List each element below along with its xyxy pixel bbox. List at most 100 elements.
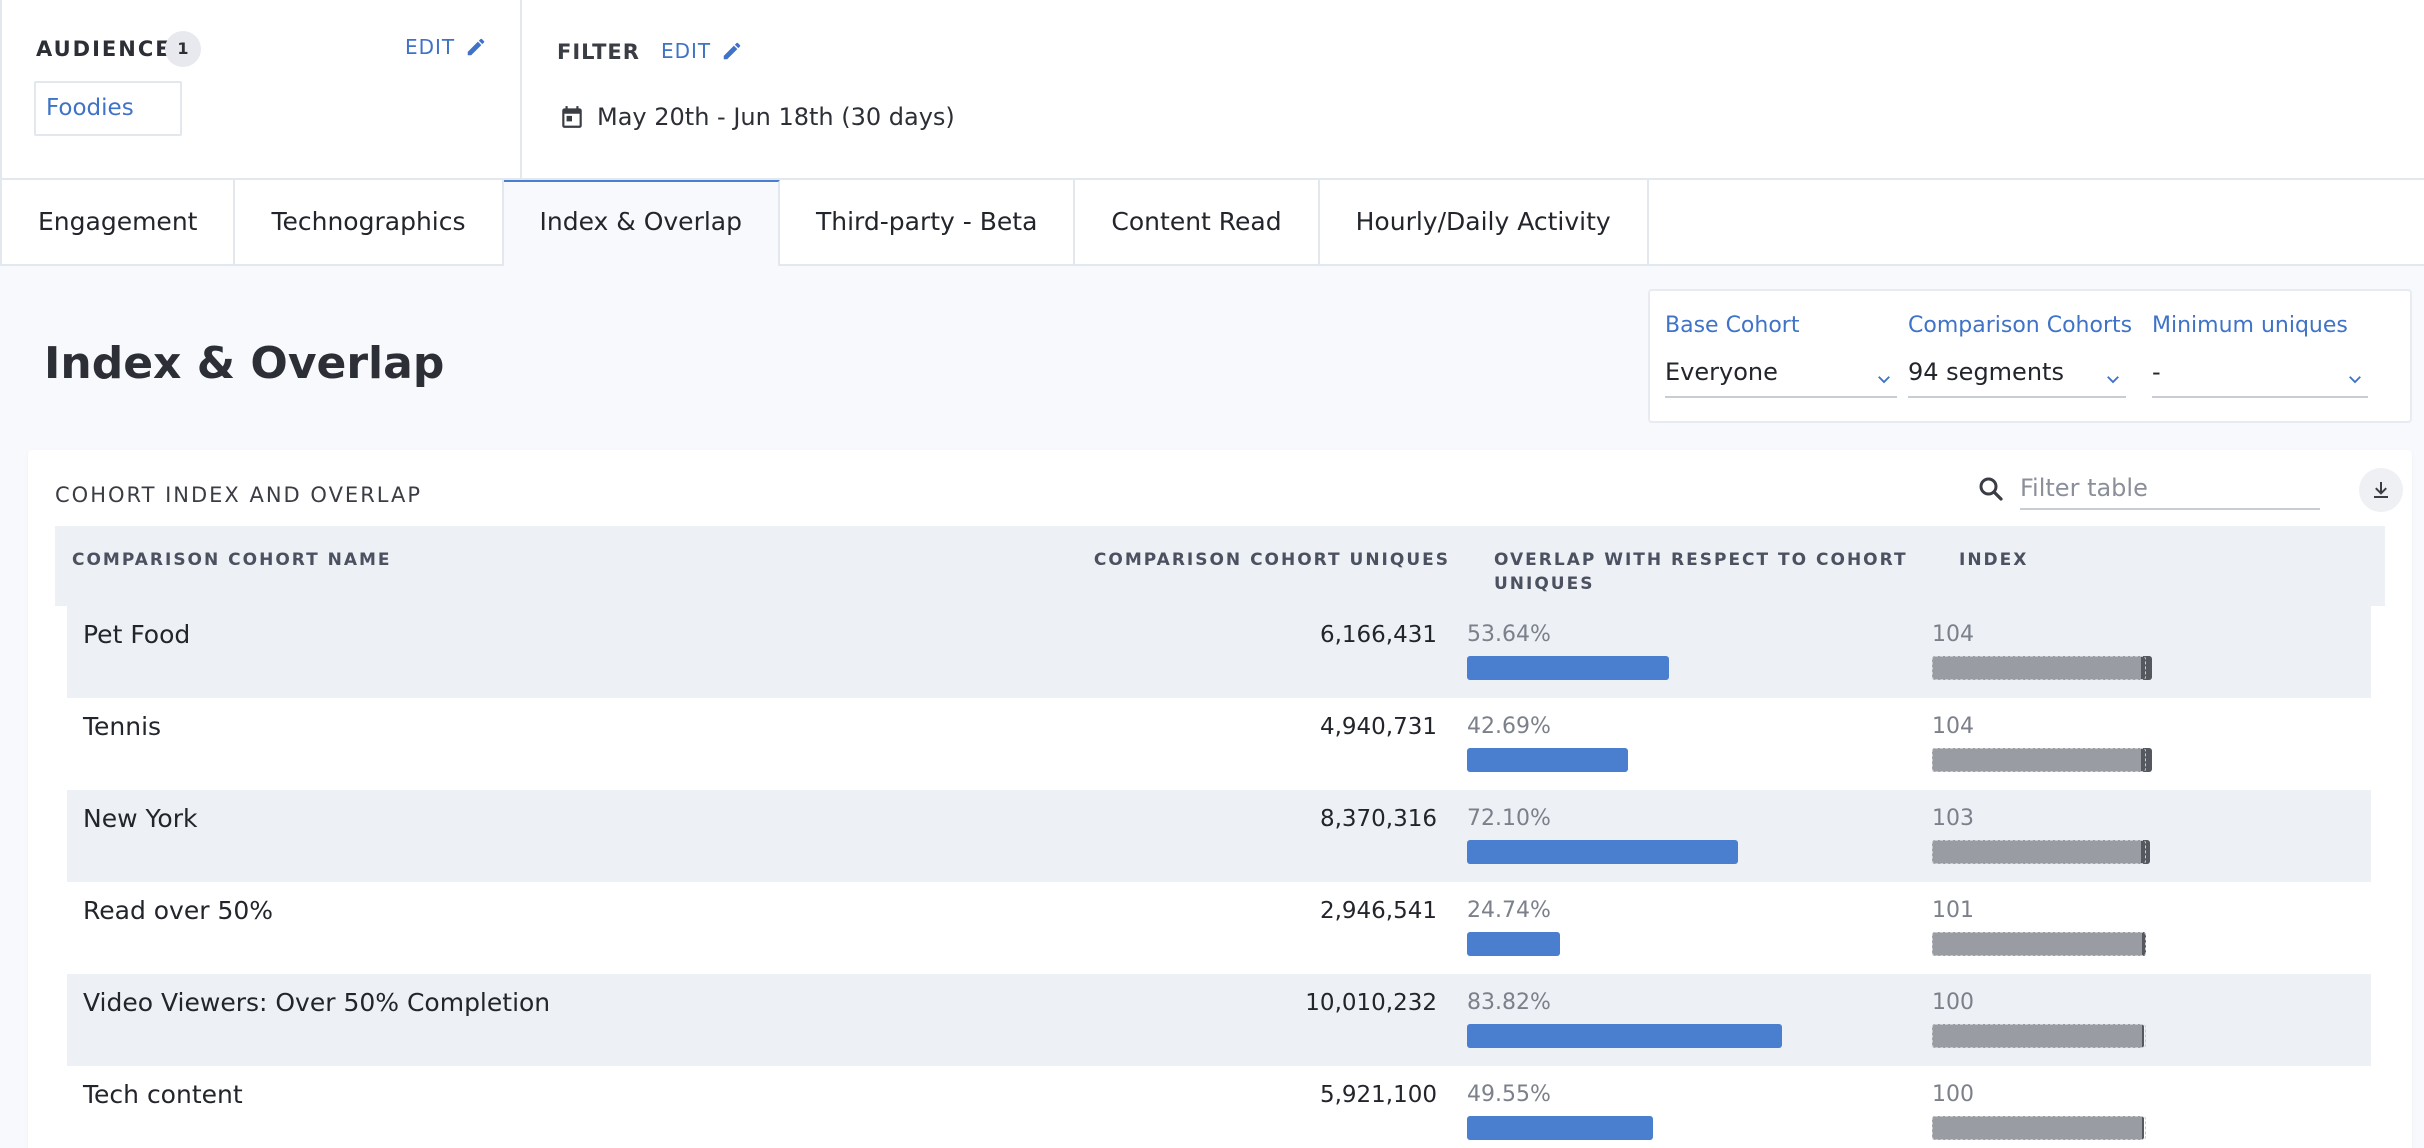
column-header-uniques[interactable]: COMPARISON COHORT UNIQUES — [1093, 550, 1450, 570]
table-search — [1976, 468, 2320, 510]
base-cohort-control: Base Cohort Everyone — [1665, 313, 1897, 398]
index-bar — [1932, 932, 2146, 956]
index-bar — [1932, 1024, 2144, 1048]
overlap-value: 24.74% — [1467, 898, 1551, 923]
cohort-name: Tennis — [83, 712, 162, 741]
overlap-bar — [1467, 1116, 1653, 1140]
index-value: 100 — [1932, 990, 1974, 1015]
overlap-bar — [1467, 840, 1738, 864]
comparison-cohorts-value: 94 segments — [1908, 358, 2064, 386]
card-title: COHORT INDEX AND OVERLAP — [55, 483, 422, 507]
pencil-icon — [723, 42, 741, 60]
minimum-uniques-control: Minimum uniques - — [2152, 313, 2368, 398]
audience-panel: AUDIENCE 1 EDIT Foodies — [2, 0, 522, 180]
cohort-uniques: 5,921,100 — [1319, 1082, 1437, 1108]
base-cohort-label: Base Cohort — [1665, 313, 1800, 338]
filter-table-input[interactable] — [2020, 468, 2320, 510]
minimum-uniques-select[interactable]: - — [2152, 358, 2368, 398]
overlap-bar — [1467, 932, 1560, 956]
index-bar-cap — [2141, 840, 2150, 864]
cohort-name: Video Viewers: Over 50% Completion — [83, 988, 551, 1017]
chevron-down-icon — [2349, 376, 2361, 384]
overlap-bar — [1467, 748, 1628, 772]
table-row[interactable]: Video Viewers: Over 50% Completion 10,01… — [67, 974, 2371, 1066]
overlap-value: 53.64% — [1467, 622, 1551, 647]
chevron-down-icon — [1878, 376, 1890, 384]
index-bar-cap — [2141, 656, 2152, 680]
filter-title: FILTER — [557, 40, 640, 64]
cohort-uniques: 8,370,316 — [1319, 806, 1437, 832]
cohort-controls: Base Cohort Everyone Comparison Cohorts … — [1648, 289, 2412, 423]
column-header-name[interactable]: COMPARISON COHORT NAME — [72, 550, 392, 570]
calendar-icon — [562, 106, 582, 128]
cohort-uniques: 4,940,731 — [1319, 714, 1437, 740]
tab-content-read[interactable]: Content Read — [1075, 180, 1320, 264]
index-bar-cap — [2142, 932, 2146, 956]
overlap-value: 72.10% — [1467, 806, 1551, 831]
index-bar — [1932, 656, 2152, 680]
index-bar-cap — [2142, 1024, 2144, 1048]
cohort-name: Tech content — [83, 1080, 243, 1109]
cohort-uniques: 10,010,232 — [1305, 990, 1437, 1016]
tab-technographics[interactable]: Technographics — [235, 180, 504, 264]
index-value: 101 — [1932, 898, 1974, 923]
overlap-bar — [1467, 1024, 1782, 1048]
index-bar-cap — [2141, 748, 2152, 772]
index-value: 103 — [1932, 806, 1974, 831]
tab-third-party-beta[interactable]: Third-party - Beta — [779, 180, 1076, 264]
audience-title: AUDIENCE — [36, 37, 172, 61]
table-row[interactable]: Pet Food 6,166,431 53.64% 104 — [67, 606, 2371, 698]
page-title: Index & Overlap — [44, 338, 445, 389]
table-row[interactable]: Read over 50% 2,946,541 24.74% 101 — [67, 882, 2371, 974]
comparison-cohorts-control: Comparison Cohorts 94 segments — [1908, 313, 2133, 398]
minimum-uniques-value: - — [2152, 358, 2161, 386]
table-row[interactable]: Tennis 4,940,731 42.69% 104 — [67, 698, 2371, 790]
comparison-cohorts-label: Comparison Cohorts — [1908, 313, 2133, 338]
cohort-name: New York — [83, 804, 198, 833]
table-body: Pet Food 6,166,431 53.64% 104 Tennis 4,9… — [67, 606, 2371, 1148]
pencil-icon — [467, 38, 485, 56]
chevron-down-icon — [2107, 376, 2119, 384]
index-bar — [1932, 840, 2150, 864]
date-range: May 20th - Jun 18th (30 days) — [559, 103, 955, 131]
overlap-bar — [1467, 656, 1669, 680]
tab-engagement[interactable]: Engagement — [2, 180, 236, 264]
index-value: 100 — [1932, 1082, 1974, 1107]
index-bar — [1932, 748, 2152, 772]
tab-hourly-daily-activity[interactable]: Hourly/Daily Activity — [1319, 180, 1649, 264]
top-header: AUDIENCE 1 EDIT Foodies FILTER EDIT May … — [0, 0, 2424, 180]
column-header-index[interactable]: INDEX — [1959, 550, 2029, 570]
base-cohort-select[interactable]: Everyone — [1665, 358, 1897, 398]
filter-edit-label: EDIT — [661, 39, 712, 63]
tab-bar: Engagement Technographics Index & Overla… — [0, 180, 2424, 266]
overlap-value: 49.55% — [1467, 1082, 1551, 1107]
audience-count-badge: 1 — [165, 31, 201, 67]
comparison-cohorts-select[interactable]: 94 segments — [1908, 358, 2126, 398]
tab-index-overlap[interactable]: Index & Overlap — [503, 180, 780, 266]
index-value: 104 — [1932, 622, 1974, 647]
audience-edit-button[interactable]: EDIT — [405, 35, 487, 59]
cohort-uniques: 2,946,541 — [1319, 898, 1437, 924]
download-icon — [2374, 482, 2388, 498]
overlap-value: 83.82% — [1467, 990, 1551, 1015]
date-range-text: May 20th - Jun 18th (30 days) — [597, 103, 955, 131]
index-bar — [1932, 1116, 2144, 1140]
overlap-value: 42.69% — [1467, 714, 1551, 739]
table-header: COMPARISON COHORT NAME COMPARISON COHORT… — [55, 526, 2385, 606]
table-row[interactable]: Tech content 5,921,100 49.55% 100 — [67, 1066, 2371, 1148]
index-value: 104 — [1932, 714, 1974, 739]
table-row[interactable]: New York 8,370,316 72.10% 103 — [67, 790, 2371, 882]
cohort-name: Read over 50% — [83, 896, 274, 925]
cohort-index-card: COHORT INDEX AND OVERLAP COMPARISON COHO… — [28, 450, 2412, 1148]
search-icon — [1979, 477, 2003, 501]
minimum-uniques-label: Minimum uniques — [2152, 313, 2348, 338]
column-header-overlap[interactable]: OVERLAP WITH RESPECT TO COHORT UNIQUES — [1494, 550, 1908, 594]
cohort-uniques: 6,166,431 — [1319, 622, 1437, 648]
filter-edit-button[interactable]: EDIT — [661, 39, 743, 63]
index-bar-cap — [2142, 1116, 2144, 1140]
audience-edit-label: EDIT — [405, 35, 456, 59]
base-cohort-value: Everyone — [1665, 358, 1778, 386]
cohort-name: Pet Food — [83, 620, 191, 649]
audience-chip-foodies[interactable]: Foodies — [34, 81, 182, 136]
download-button[interactable] — [2359, 468, 2403, 512]
